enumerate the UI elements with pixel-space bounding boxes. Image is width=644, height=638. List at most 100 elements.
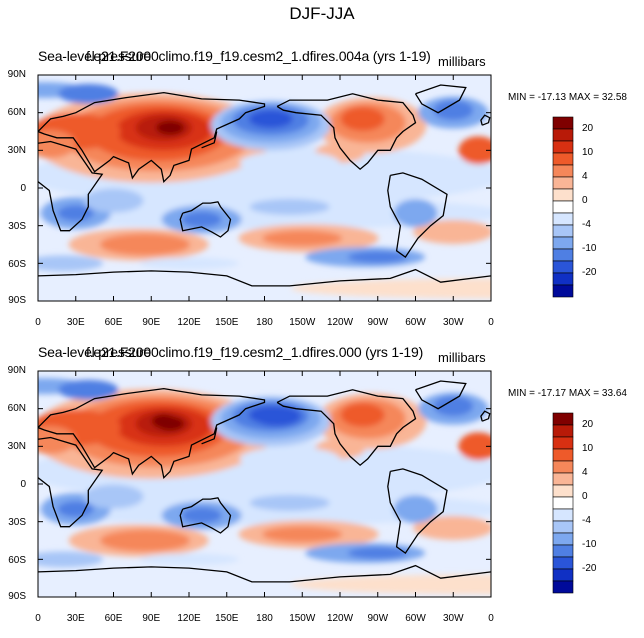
pressure-anomaly-region <box>181 211 222 228</box>
pressure-anomaly-region <box>38 493 491 526</box>
coastline-path <box>38 91 266 184</box>
colorbar-segment <box>552 236 574 250</box>
lon-label: 90W <box>367 317 389 328</box>
lon-label: 180 <box>256 317 273 328</box>
pressure-anomaly-region <box>458 432 491 461</box>
colorbar-segment <box>552 260 574 274</box>
coastline-path <box>201 131 218 149</box>
lon-label: 30E <box>66 613 85 624</box>
pressure-anomaly-region <box>151 414 176 429</box>
coastline-path <box>414 84 467 114</box>
coastline-path <box>387 468 448 555</box>
colorbar-scale <box>552 412 574 594</box>
lon-label: 60E <box>104 613 123 624</box>
lon-label: 60W <box>405 613 426 624</box>
pressure-anomaly-region <box>38 426 76 455</box>
lat-label: 90S <box>8 591 26 602</box>
pressure-anomaly-region <box>340 402 385 427</box>
lon-label: 0 <box>35 317 41 328</box>
lon-label: 120E <box>177 317 201 328</box>
colorbar-segment <box>552 496 574 510</box>
colorbar-label: -10 <box>582 539 597 550</box>
panel-units-label: millibars <box>438 54 486 69</box>
colorbar-label: 20 <box>582 123 594 134</box>
colorbar-segment <box>552 284 574 298</box>
panel-minmax: MIN = -17.17 MAX = 33.64 <box>508 388 627 399</box>
colorbar-segment <box>552 164 574 178</box>
coastline-path <box>201 427 218 445</box>
colorbar-label: 0 <box>582 491 588 502</box>
slp-difference-map <box>37 74 492 302</box>
colorbar-segment <box>552 248 574 262</box>
pressure-anomaly-region <box>291 278 491 299</box>
coastline-path <box>38 268 491 287</box>
lon-label: 150E <box>215 317 239 328</box>
pressure-anomaly-region <box>253 406 302 427</box>
pressure-anomaly-region <box>58 83 119 104</box>
pressure-anomaly-region <box>248 109 293 128</box>
pressure-anomaly-region <box>413 515 491 540</box>
lon-label: 0 <box>488 613 494 624</box>
colorbar-segment <box>552 140 574 154</box>
coastline-path <box>38 140 104 232</box>
colorbar-segment <box>552 556 574 570</box>
colorbar-segment <box>552 412 574 426</box>
colorbar-segment <box>552 272 574 286</box>
colorbar-segment <box>552 508 574 522</box>
colorbar-segment <box>552 188 574 202</box>
colorbar-segment <box>552 200 574 214</box>
pressure-anomaly-region <box>38 255 104 272</box>
pressure-anomaly-region <box>340 106 385 131</box>
colorbar-segment <box>552 212 574 226</box>
pressure-anomaly-region <box>83 484 144 509</box>
pressure-anomaly-region <box>239 150 340 175</box>
pressure-anomaly-region <box>57 501 94 518</box>
lon-label: 30W <box>442 613 464 624</box>
pressure-anomaly-region <box>156 120 185 135</box>
lat-label: 30S <box>8 517 26 528</box>
colorbar-label: -20 <box>582 267 597 278</box>
panel-minmax: MIN = -17.13 MAX = 32.58 <box>508 92 627 103</box>
lon-label: 120W <box>326 317 354 328</box>
pressure-anomaly-region <box>291 574 491 595</box>
coastline-path <box>387 172 448 259</box>
colorbar-label: -4 <box>582 219 591 230</box>
axis-ticks <box>37 74 492 302</box>
colorbar-segment <box>552 484 574 498</box>
colorbar-segment <box>552 580 574 594</box>
coastline-path <box>38 387 266 480</box>
colorbar-segment <box>552 532 574 546</box>
lat-label: 60N <box>7 107 26 118</box>
pressure-anomaly-region <box>57 205 94 222</box>
colorbar-label: 4 <box>582 171 588 182</box>
map-panel-bottom: Sea-level pressure f.e21.F2000climo.f19_… <box>0 338 644 638</box>
pressure-anomaly-region <box>139 257 239 270</box>
pressure-anomaly-region <box>433 100 474 121</box>
colorbar-label: 10 <box>582 443 594 454</box>
colorbar-segment <box>552 472 574 486</box>
pressure-anomaly-region <box>38 551 104 568</box>
colorbar-segment <box>552 544 574 558</box>
panel-case-title: f.e21.F2000climo.f19_f19.cesm2_1.dfires.… <box>86 344 424 360</box>
lon-label: 30E <box>66 317 85 328</box>
pressure-anomaly-region <box>393 495 438 524</box>
lat-label: 30N <box>7 145 26 156</box>
colorbar-segment <box>552 520 574 534</box>
pressure-anomaly-region <box>139 553 239 566</box>
colorbar-segment <box>552 424 574 438</box>
colorbar-segment <box>552 152 574 166</box>
coastline-path <box>179 201 232 238</box>
lon-label: 90W <box>367 613 389 624</box>
lon-label: 0 <box>488 317 494 328</box>
lat-label: 60S <box>8 555 26 566</box>
lon-label: 90E <box>142 317 161 328</box>
lat-label: 0 <box>20 479 26 490</box>
coastline-path <box>179 497 232 534</box>
coastlines <box>38 84 491 287</box>
lon-label: 60W <box>405 317 426 328</box>
coastline-path <box>480 114 491 126</box>
lat-label: 30S <box>8 221 26 232</box>
lat-label: 90N <box>7 69 26 80</box>
coastline-path <box>38 436 104 528</box>
colorbar-label: 20 <box>582 419 594 430</box>
